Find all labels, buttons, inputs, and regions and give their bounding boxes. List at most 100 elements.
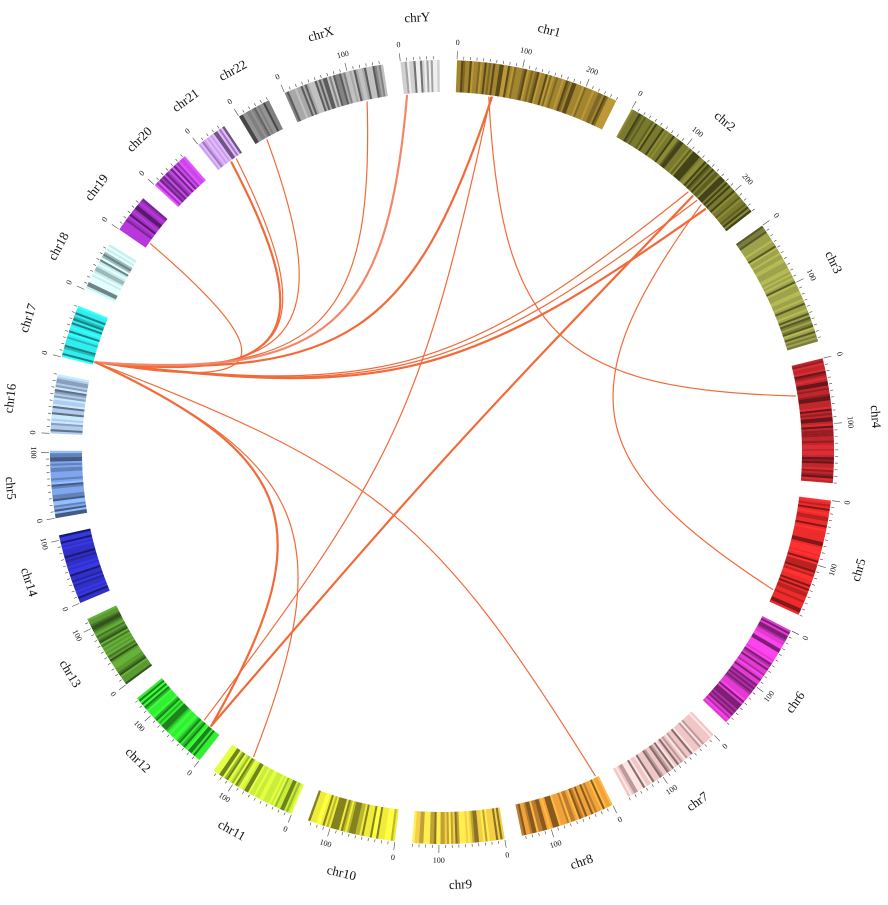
tick xyxy=(780,251,784,254)
tick xyxy=(783,256,787,259)
chromosome-label: chr1 xyxy=(536,20,562,40)
band xyxy=(373,806,382,839)
tick xyxy=(107,662,111,666)
band xyxy=(760,269,791,287)
links-layer xyxy=(94,94,797,777)
band xyxy=(551,794,564,826)
tick xyxy=(69,584,73,587)
band xyxy=(215,745,236,774)
tick xyxy=(341,832,343,836)
band xyxy=(216,129,238,158)
band xyxy=(170,167,194,193)
tick xyxy=(831,500,840,502)
link-chr17-chr19 xyxy=(94,243,243,374)
band xyxy=(545,796,558,828)
chromosome-chr11: 0 100 xyxy=(213,744,304,834)
band xyxy=(220,127,241,156)
band xyxy=(98,626,128,644)
tick xyxy=(515,63,518,67)
band xyxy=(197,733,220,761)
band xyxy=(87,605,118,622)
band xyxy=(50,452,83,456)
tick xyxy=(393,842,396,851)
tick xyxy=(796,278,804,283)
band xyxy=(253,767,271,797)
band xyxy=(70,325,102,339)
tick xyxy=(689,757,692,760)
tick xyxy=(84,281,88,284)
band xyxy=(797,391,830,399)
band xyxy=(298,86,313,118)
tick xyxy=(59,349,63,351)
tick xyxy=(259,100,262,104)
band xyxy=(736,657,764,679)
band xyxy=(587,93,603,124)
band xyxy=(774,588,805,604)
chromosome-chr19: 0 xyxy=(100,198,168,248)
tick xyxy=(354,835,356,839)
band xyxy=(653,742,675,770)
band xyxy=(766,283,797,299)
band xyxy=(101,631,131,650)
band xyxy=(732,662,761,684)
band xyxy=(535,73,547,105)
band xyxy=(669,729,692,757)
link-chr1-chr12 xyxy=(203,96,492,721)
band xyxy=(742,648,771,668)
tick xyxy=(657,780,660,784)
band xyxy=(767,284,798,301)
band xyxy=(728,668,755,690)
band xyxy=(651,743,673,771)
band xyxy=(799,402,832,409)
chromosome-label: chr22 xyxy=(216,56,249,83)
band xyxy=(777,308,808,323)
tick xyxy=(248,106,251,110)
band xyxy=(772,592,803,608)
band xyxy=(764,277,794,294)
tick xyxy=(74,304,78,307)
tick xyxy=(206,133,209,137)
band xyxy=(266,100,283,131)
band xyxy=(796,513,829,522)
band xyxy=(56,380,89,389)
band xyxy=(461,60,466,93)
band xyxy=(671,149,694,177)
band xyxy=(424,60,428,93)
band xyxy=(201,140,224,168)
band xyxy=(275,778,292,809)
band xyxy=(307,790,322,822)
tick xyxy=(662,776,668,784)
band xyxy=(547,795,560,827)
tick xyxy=(821,552,825,554)
band xyxy=(378,64,386,97)
band xyxy=(66,336,99,348)
chromosome-chr20: 0 xyxy=(137,154,206,208)
tick xyxy=(131,205,135,208)
band xyxy=(108,244,137,263)
band xyxy=(801,472,834,477)
band xyxy=(187,726,211,752)
tick xyxy=(649,115,652,119)
band xyxy=(774,586,806,602)
band xyxy=(771,294,803,310)
band xyxy=(338,73,350,105)
band xyxy=(794,370,826,380)
tick xyxy=(103,246,107,249)
band xyxy=(785,557,817,570)
band xyxy=(446,811,450,844)
band xyxy=(558,791,572,823)
band xyxy=(73,575,105,590)
band xyxy=(365,805,374,837)
band xyxy=(437,811,441,844)
band xyxy=(93,617,124,635)
band xyxy=(186,724,209,751)
band xyxy=(719,679,746,702)
band xyxy=(781,320,813,334)
band xyxy=(154,183,180,208)
band xyxy=(218,747,239,776)
band xyxy=(708,692,734,717)
tick xyxy=(175,158,178,162)
band xyxy=(743,238,772,258)
band xyxy=(757,622,788,641)
tick xyxy=(192,137,198,145)
